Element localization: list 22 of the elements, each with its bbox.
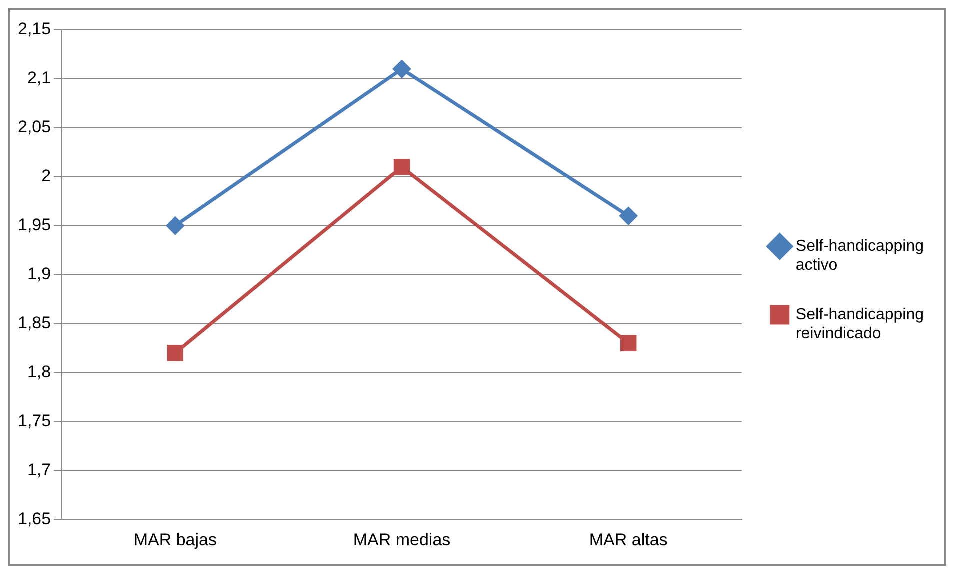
point [167,345,184,362]
point [393,60,411,78]
point [166,217,184,235]
y-tick-label: 1,8 [27,362,52,382]
x-tick-label: MAR medias [353,530,451,550]
y-tick-label: 1,7 [27,460,52,480]
point [620,335,637,352]
y-tick-label: 1,65 [18,509,52,528]
y-tick-label: 2 [42,166,52,186]
y-tick-label: 1,9 [27,264,52,284]
legend-label: Self-handicapping activo [796,238,924,274]
y-tick-label: 2,1 [27,68,52,88]
y-tick-label: 1,95 [18,216,52,235]
x-tick-label: MAR bajas [134,530,217,550]
y-tick-label: 1,85 [18,313,52,332]
y-tick-label: 2,15 [18,20,52,39]
y-tick-label: 1,75 [18,411,52,430]
legend-label: Self-handicapping reivindicado [796,306,924,343]
x-tick-label: MAR altas [589,530,668,550]
point [394,158,410,176]
y-tick-label: 2,05 [18,118,52,137]
point [620,207,638,225]
